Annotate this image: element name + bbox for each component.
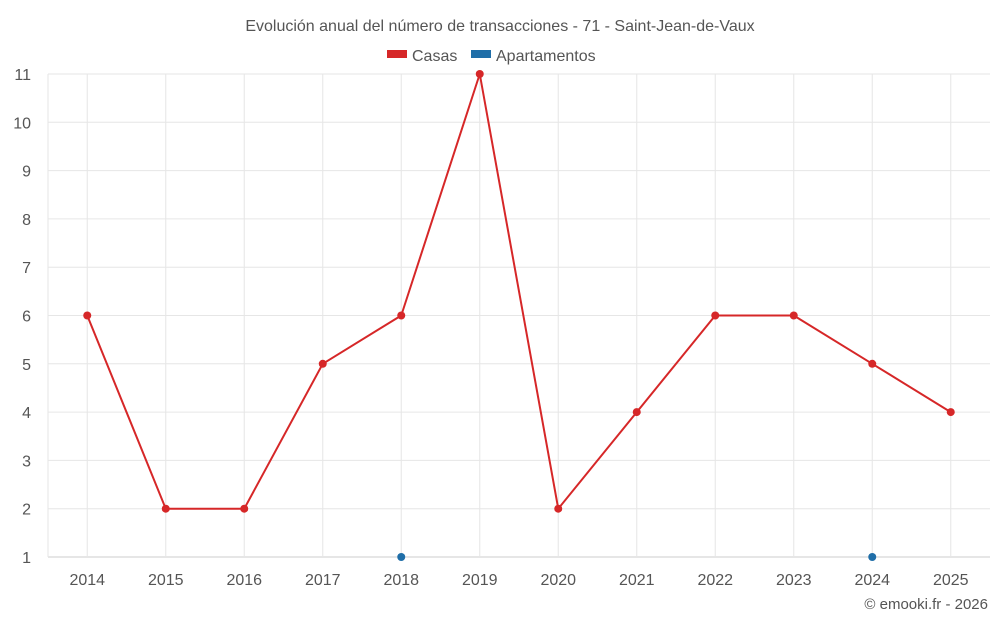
x-tick-label: 2014 — [69, 572, 105, 589]
y-tick-label: 7 — [22, 260, 31, 277]
y-axis: 1 2 3 4 5 6 7 8 9 10 11 — [13, 67, 31, 567]
y-tick-label: 10 — [13, 115, 31, 132]
x-tick-label: 2022 — [697, 572, 733, 589]
y-tick-label: 11 — [14, 67, 31, 84]
credit: © emooki.fr - 2026 — [864, 596, 988, 613]
legend-item-casas[interactable]: Casas — [387, 48, 457, 65]
x-tick-label: 2020 — [540, 572, 576, 589]
x-tick-label: 2016 — [226, 572, 262, 589]
data-point-casas[interactable] — [397, 311, 406, 320]
legend: Casas Apartamentos — [387, 48, 596, 65]
y-tick-label: 2 — [22, 502, 31, 519]
data-point-casas[interactable] — [318, 359, 327, 368]
data-point-casas[interactable] — [475, 70, 484, 78]
x-tick-label: 2019 — [462, 572, 498, 589]
data-point-apartamentos[interactable] — [397, 553, 406, 561]
legend-item-apartamentos[interactable]: Apartamentos — [471, 48, 596, 65]
x-tick-label: 2018 — [383, 572, 419, 589]
legend-label-casas: Casas — [412, 48, 457, 65]
data-point-apartamentos[interactable] — [868, 553, 877, 561]
x-tick-label: 2015 — [148, 572, 184, 589]
legend-swatch-apartamentos — [471, 50, 491, 58]
x-axis: 2014 2015 2016 2017 2018 2019 2020 2021 2022 2023… — [69, 572, 968, 589]
legend-swatch-casas — [387, 50, 407, 58]
y-tick-label: 1 — [22, 550, 31, 567]
x-tick-label: 2017 — [305, 572, 341, 589]
series-line-casas — [86, 73, 952, 510]
y-tick-label: 9 — [22, 164, 31, 181]
y-tick-label: 3 — [22, 453, 31, 470]
series-layer — [83, 70, 955, 561]
data-point-casas[interactable] — [711, 311, 720, 320]
data-point-casas[interactable] — [789, 311, 798, 320]
data-point-casas[interactable] — [161, 504, 170, 513]
grid — [47, 73, 990, 558]
y-tick-label: 8 — [22, 212, 31, 229]
data-point-casas[interactable] — [554, 504, 563, 513]
data-point-casas[interactable] — [946, 408, 955, 417]
chart-title: Evolución anual del número de transaccio… — [245, 18, 754, 35]
data-point-casas[interactable] — [240, 504, 249, 513]
y-tick-label: 5 — [22, 357, 31, 374]
y-tick-label: 4 — [22, 405, 31, 422]
data-point-casas[interactable] — [83, 311, 92, 320]
legend-label-apartamentos: Apartamentos — [496, 48, 596, 65]
data-point-casas[interactable] — [632, 408, 641, 417]
x-tick-label: 2023 — [776, 572, 812, 589]
data-point-casas[interactable] — [868, 359, 877, 368]
x-tick-label: 2025 — [933, 572, 969, 589]
x-tick-label: 2024 — [854, 572, 890, 589]
x-tick-label: 2021 — [619, 572, 655, 589]
y-tick-label: 6 — [22, 309, 31, 326]
